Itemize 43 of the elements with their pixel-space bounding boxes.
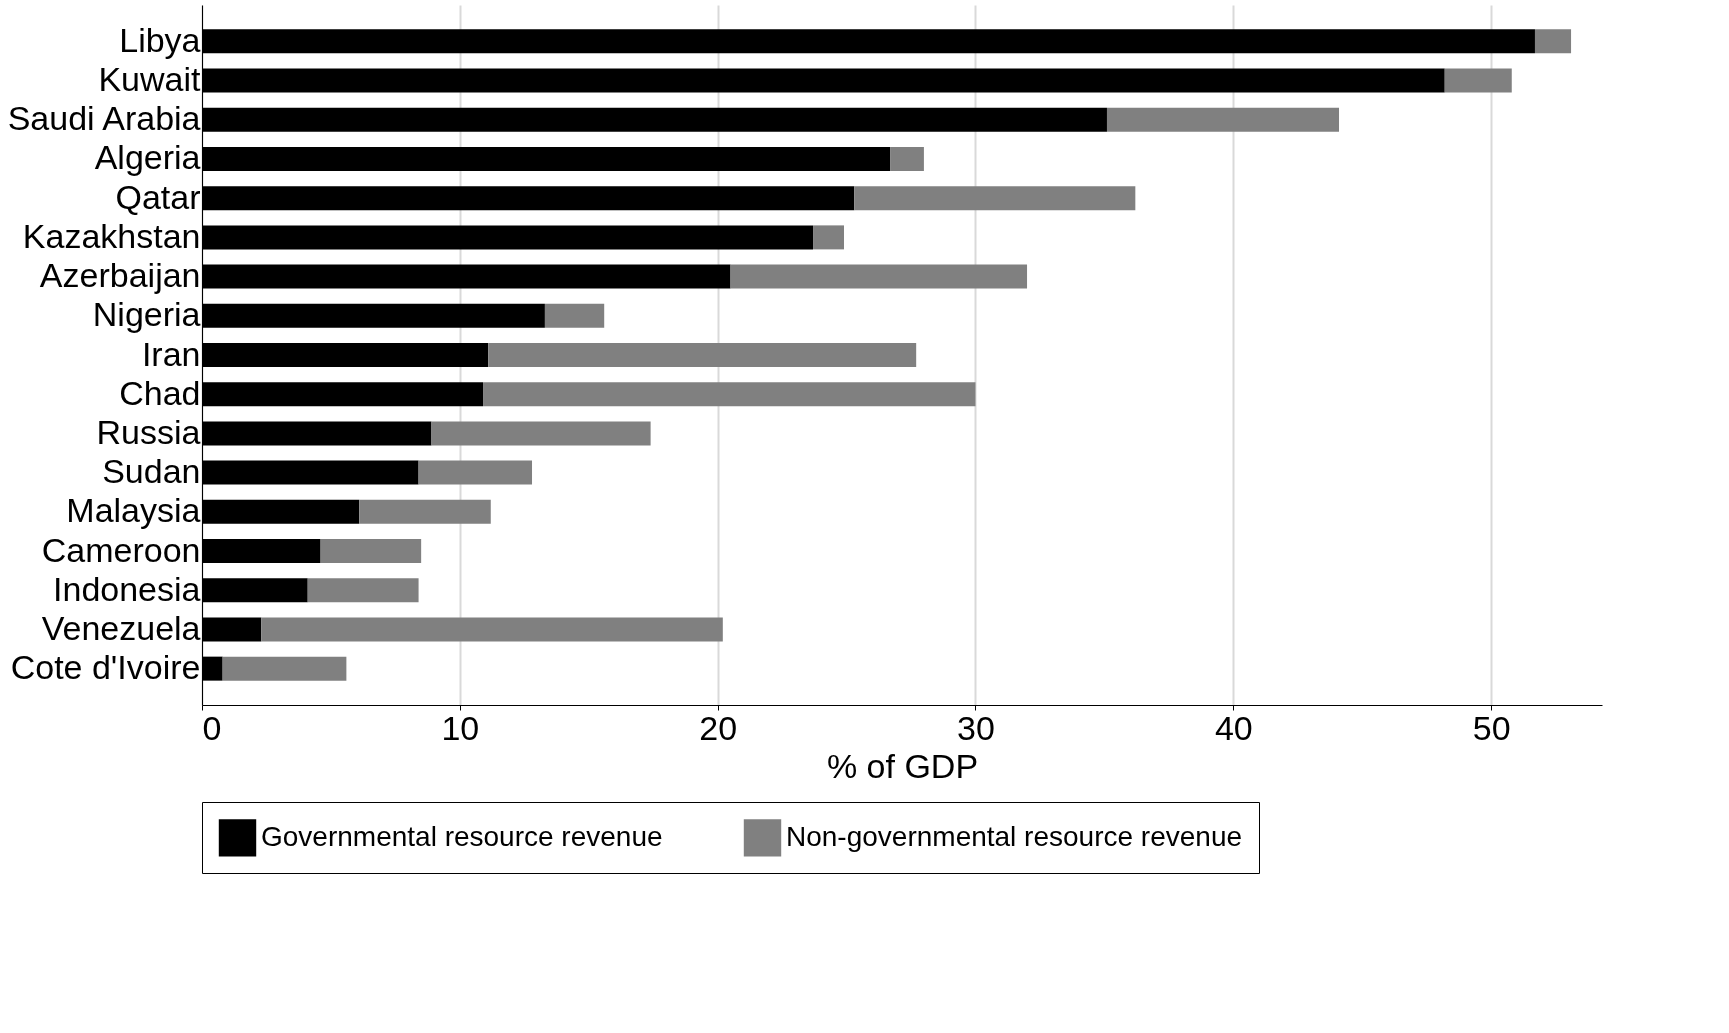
x-tick-label: 20 <box>699 708 738 747</box>
x-tick-label: 40 <box>1214 708 1253 747</box>
y-tick-label: Libya <box>119 20 201 59</box>
y-tick-label: Malaysia <box>66 491 201 530</box>
y-tick-label: Russia <box>96 412 201 451</box>
bar <box>418 460 533 485</box>
legend-label: Governmental resource revenue <box>261 820 663 852</box>
y-tick-label: Cameroon <box>41 530 201 569</box>
y-tick-label: Cote d'Ivoire <box>10 648 201 687</box>
bar <box>813 225 844 250</box>
bar <box>730 264 1028 289</box>
bar <box>854 186 1136 211</box>
bar <box>307 578 419 603</box>
y-tick-label: Qatar <box>115 177 201 216</box>
y-tick-label: Sudan <box>102 452 201 491</box>
bar <box>1444 68 1512 93</box>
bar <box>222 656 347 681</box>
y-tick-label: Kazakhstan <box>22 216 201 255</box>
x-tick-label: 30 <box>957 708 995 747</box>
bar <box>359 499 491 524</box>
legend-label: Non-governmental resource revenue <box>786 820 1243 852</box>
bar <box>483 382 976 407</box>
y-tick-label: Kuwait <box>98 60 202 99</box>
bar <box>1106 107 1340 132</box>
y-tick-label: Saudi Arabia <box>7 99 201 138</box>
x-tick-label: 50 <box>1472 708 1511 747</box>
bar <box>261 617 723 642</box>
bar <box>431 421 651 446</box>
y-tick-label: Algeria <box>94 138 201 177</box>
bar <box>320 539 422 564</box>
x-tick-label: 10 <box>441 708 480 747</box>
y-tick-label: Chad <box>119 373 201 412</box>
bar <box>488 343 917 367</box>
bar <box>1534 29 1572 54</box>
y-tick-label: Iran <box>141 334 201 373</box>
bar <box>890 146 924 171</box>
bar <box>544 303 605 328</box>
y-tick-label: Nigeria <box>92 295 201 334</box>
x-tick-label: 0 <box>202 708 222 747</box>
y-tick-label: Azerbaijan <box>39 256 201 295</box>
y-tick-label: Indonesia <box>53 569 201 608</box>
y-tick-label: Venezuela <box>41 608 201 647</box>
x-axis-title: % of GDP <box>826 746 979 785</box>
